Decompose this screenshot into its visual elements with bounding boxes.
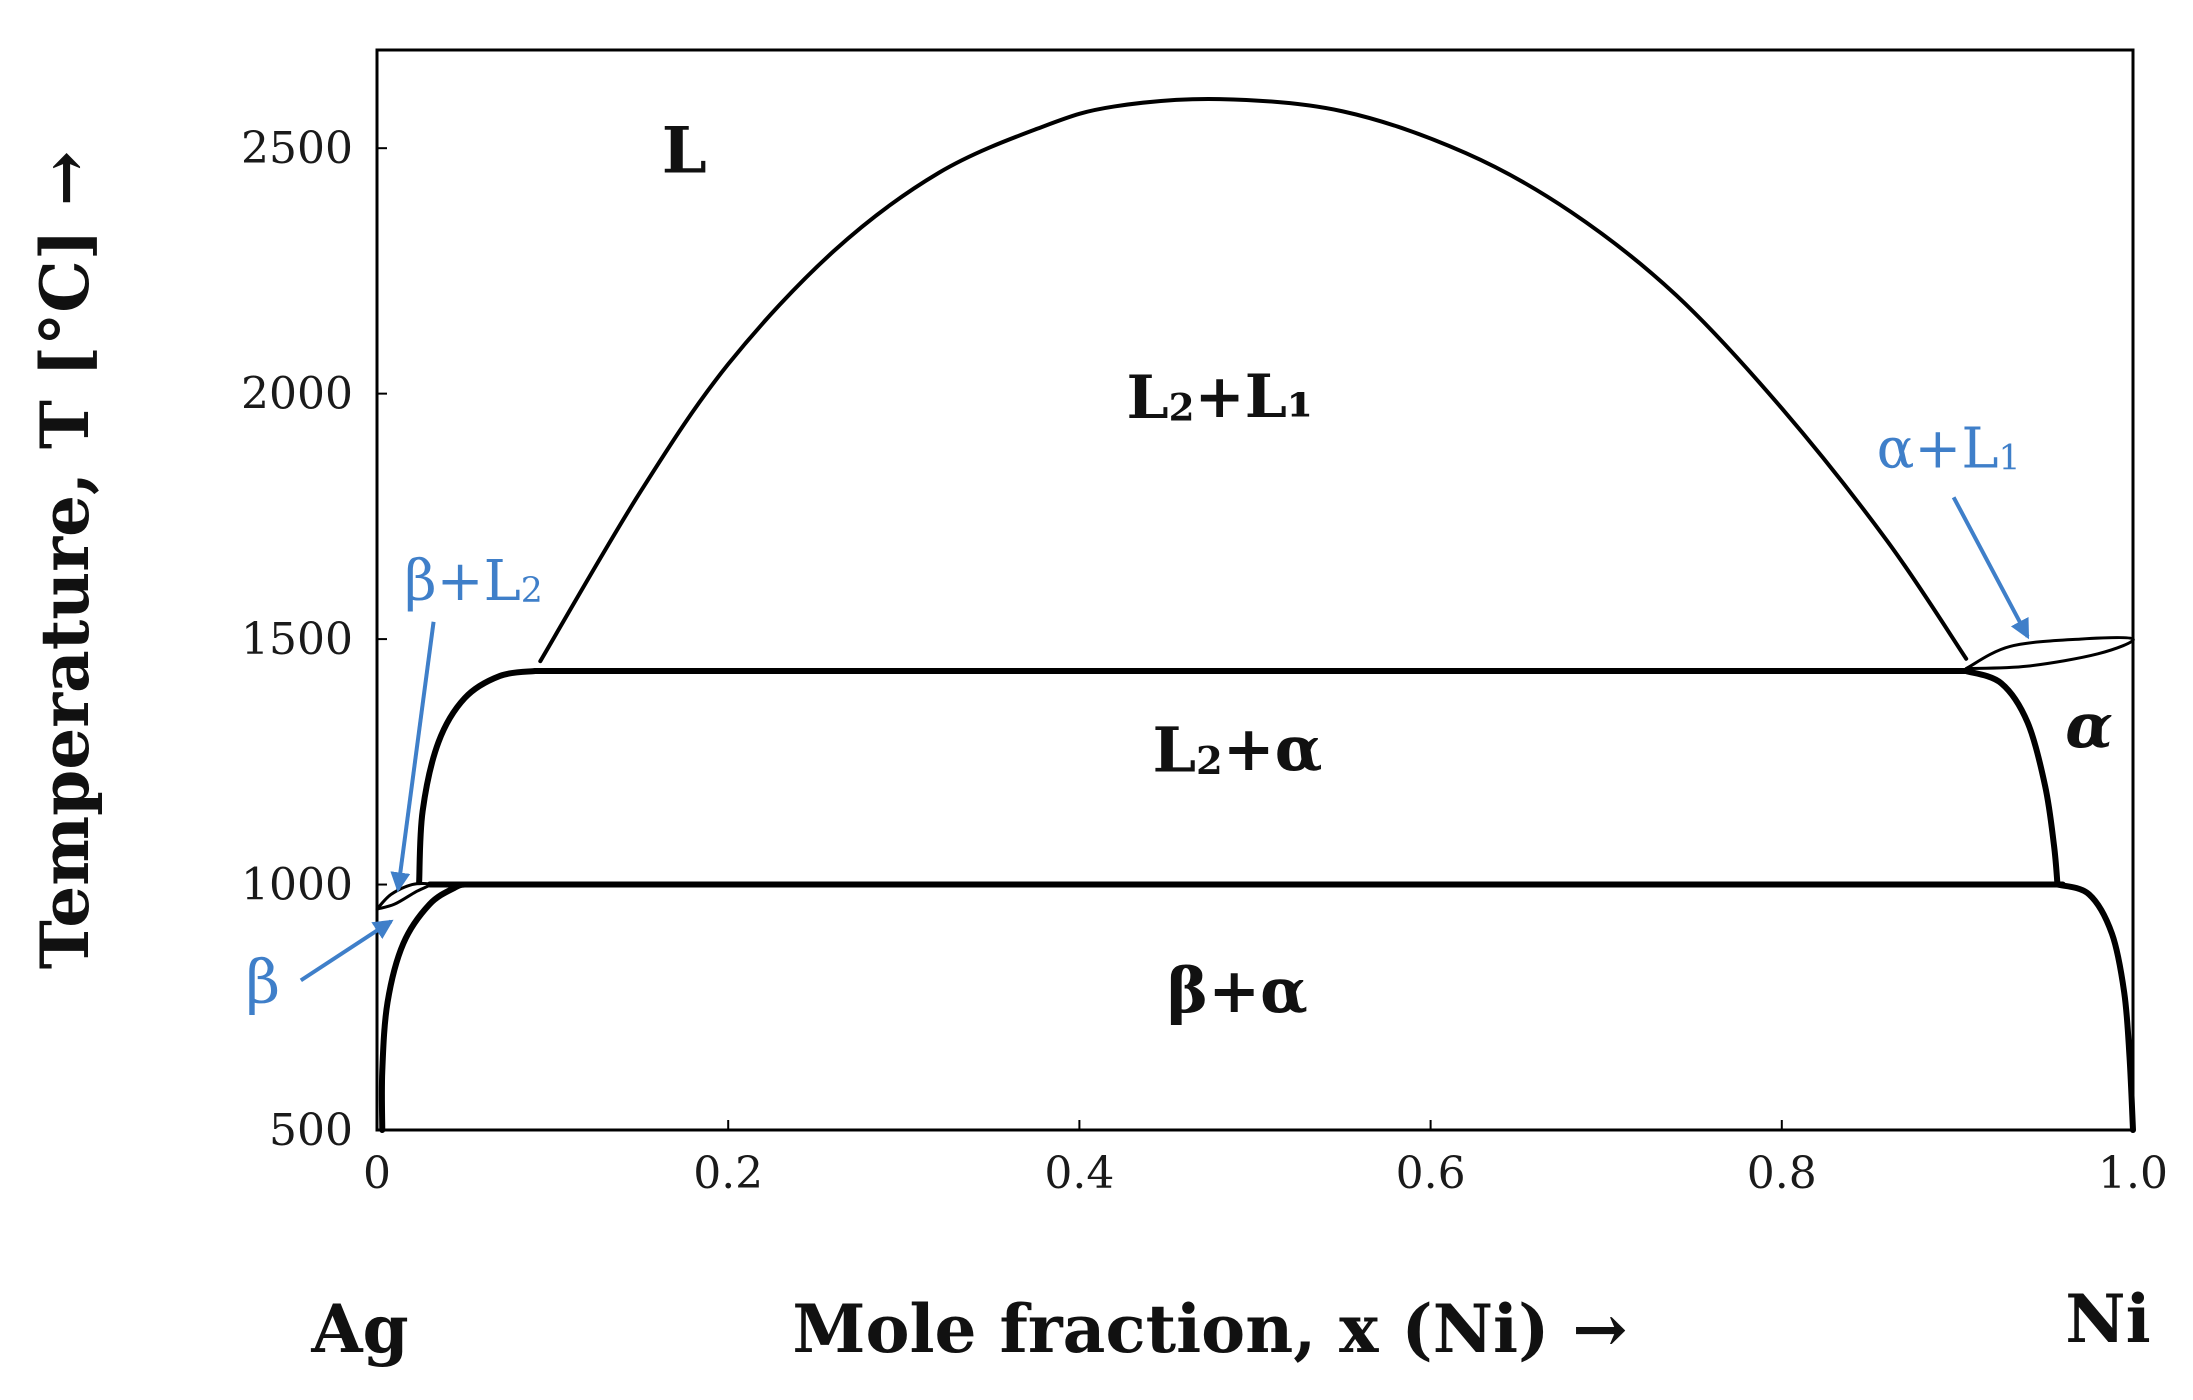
x-axis-title: Mole fraction, x (Ni) → (792, 1290, 1627, 1368)
boundary-l2-alpha-left-boundary (416, 668, 539, 886)
region-label: α (2065, 689, 2113, 762)
y-tick-label: 2500 (241, 123, 353, 174)
plot-frame (375, 48, 2135, 1132)
y-tick-label: 1000 (241, 860, 353, 911)
y-tick-label: 2000 (241, 369, 353, 420)
boundary-alpha-solvus-upper (1963, 668, 2061, 888)
y-axis-title: Temperature, T [°C] → (26, 151, 104, 970)
x-tick-label: 0.4 (1044, 1148, 1114, 1199)
region-label: β+α (1167, 954, 1308, 1027)
left-endpoint-label: Ag (310, 1290, 408, 1368)
x-tick-label: 0 (363, 1148, 391, 1199)
axis-ticks: 0 0.2 0.4 0.6 0.8 1.0 500 1000 1500 2000 2500 (241, 123, 2168, 1199)
boundary-miscibility-gap-dome (538, 96, 1969, 664)
region-label: L2+L₁ (1126, 362, 1313, 433)
region-label: L (662, 114, 707, 189)
annotation-label: α+L1 (1877, 416, 2021, 481)
annotation-label: β (246, 947, 281, 1017)
annotation-arrow (1951, 496, 2030, 640)
annotations: β+L2 β α+L1 (246, 416, 2030, 1017)
annotation-arrow (299, 919, 394, 983)
y-tick-label: 1500 (241, 614, 353, 665)
annotation-arrow (390, 621, 436, 893)
region-label: L2+α (1152, 712, 1322, 786)
x-tick-label: 1.0 (2098, 1148, 2168, 1199)
x-tick-label: 0.6 (1396, 1148, 1466, 1199)
x-tick-label: 0.8 (1747, 1148, 1817, 1199)
annotation-label: β+L2 (404, 549, 543, 614)
right-endpoint-label: Ni (2065, 1280, 2150, 1358)
y-tick-label: 500 (269, 1105, 353, 1156)
boundary-alpha-liquid-lens (1964, 636, 2135, 671)
phase-boundaries (375, 96, 2136, 1133)
region-labels: L L2+L₁ L2+α α β+α (662, 114, 2113, 1027)
boundary-beta-liquid-lens (375, 881, 432, 911)
x-tick-label: 0.2 (693, 1148, 763, 1199)
boundary-beta-alpha-left-boundary (378, 881, 468, 1133)
boundary-alpha-solvus-lower (2054, 881, 2136, 1133)
